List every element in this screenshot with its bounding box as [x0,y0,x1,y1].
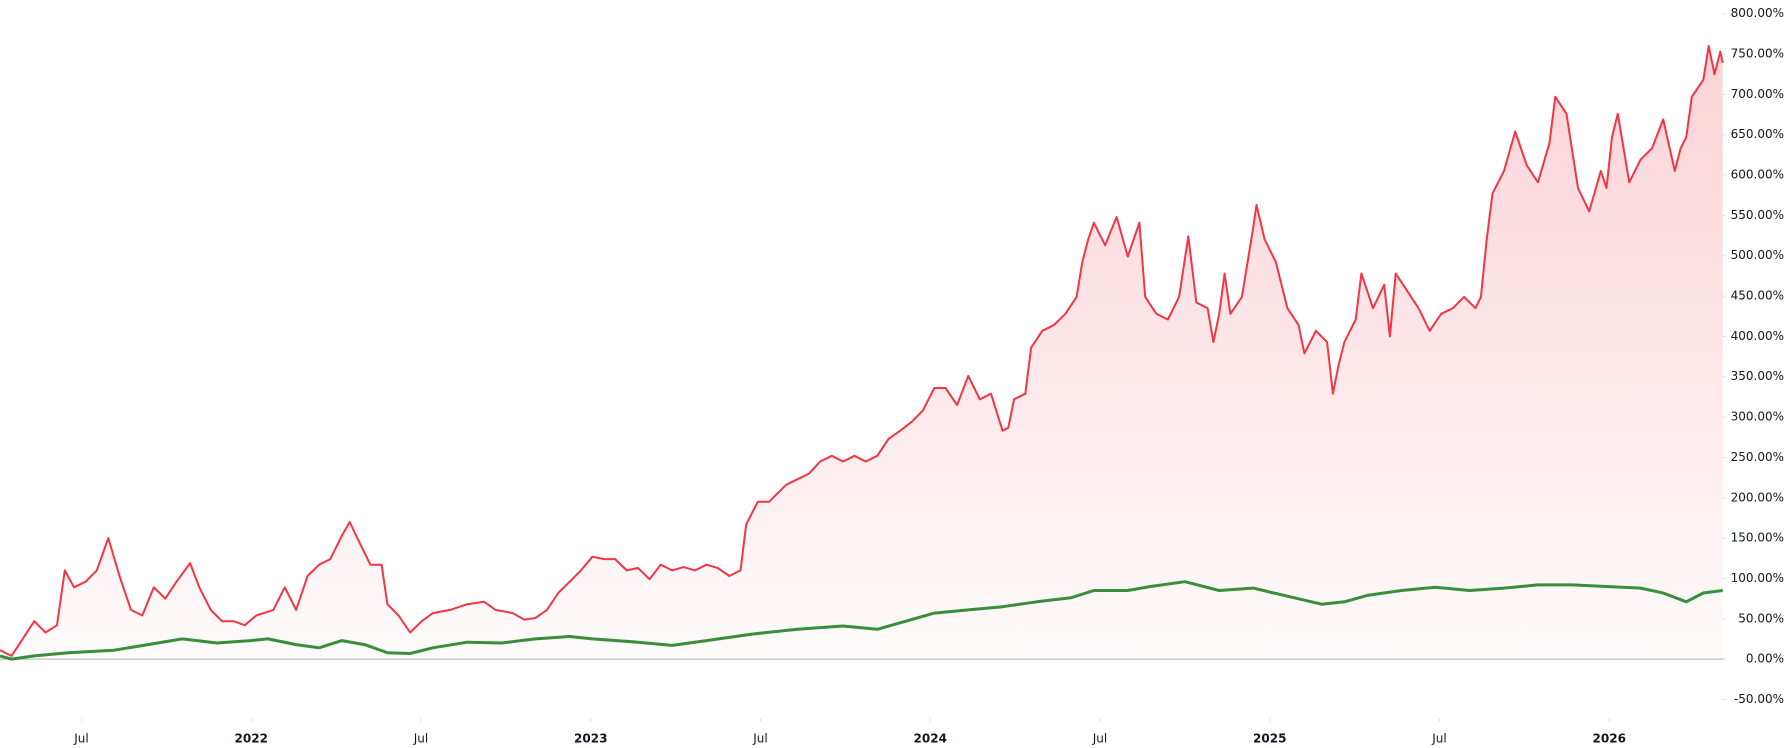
y-tick-label: 0.00% [1746,652,1784,666]
y-tick-label: 700.00% [1731,87,1784,101]
x-tick-label: Jul [73,732,88,746]
y-tick-label: 500.00% [1731,248,1784,262]
y-tick-label: 100.00% [1731,571,1784,585]
y-tick-label: -50.00% [1734,692,1784,706]
series-line [0,580,1723,661]
y-tick-label: 650.00% [1731,127,1784,141]
y-tick-label: 450.00% [1731,289,1784,303]
x-tick-label: 2026 [1593,732,1626,746]
x-tick-label: Jul [1092,732,1107,746]
area-fill [0,46,1723,660]
x-tick-label: 2023 [574,732,607,746]
y-tick-label: 350.00% [1731,369,1784,383]
y-tick-label: 550.00% [1731,208,1784,222]
y-tick-label: 750.00% [1731,47,1784,61]
x-tick-label: 2025 [1253,732,1286,746]
x-tick-label: Jul [413,732,428,746]
y-tick-label: 300.00% [1731,410,1784,424]
series-line [0,45,1724,657]
y-tick-label: 250.00% [1731,450,1784,464]
y-tick-label: 600.00% [1731,168,1784,182]
x-tick-label: Jul [1431,732,1446,746]
x-tick-label: 2024 [914,732,947,746]
y-tick-label: 400.00% [1731,329,1784,343]
y-tick-label: 200.00% [1731,490,1784,504]
y-tick-label: 50.00% [1738,611,1784,625]
x-tick-label: Jul [752,732,767,746]
y-tick-label: 150.00% [1731,531,1784,545]
x-tick-label: 2022 [235,732,268,746]
y-tick-label: 800.00% [1731,6,1784,20]
